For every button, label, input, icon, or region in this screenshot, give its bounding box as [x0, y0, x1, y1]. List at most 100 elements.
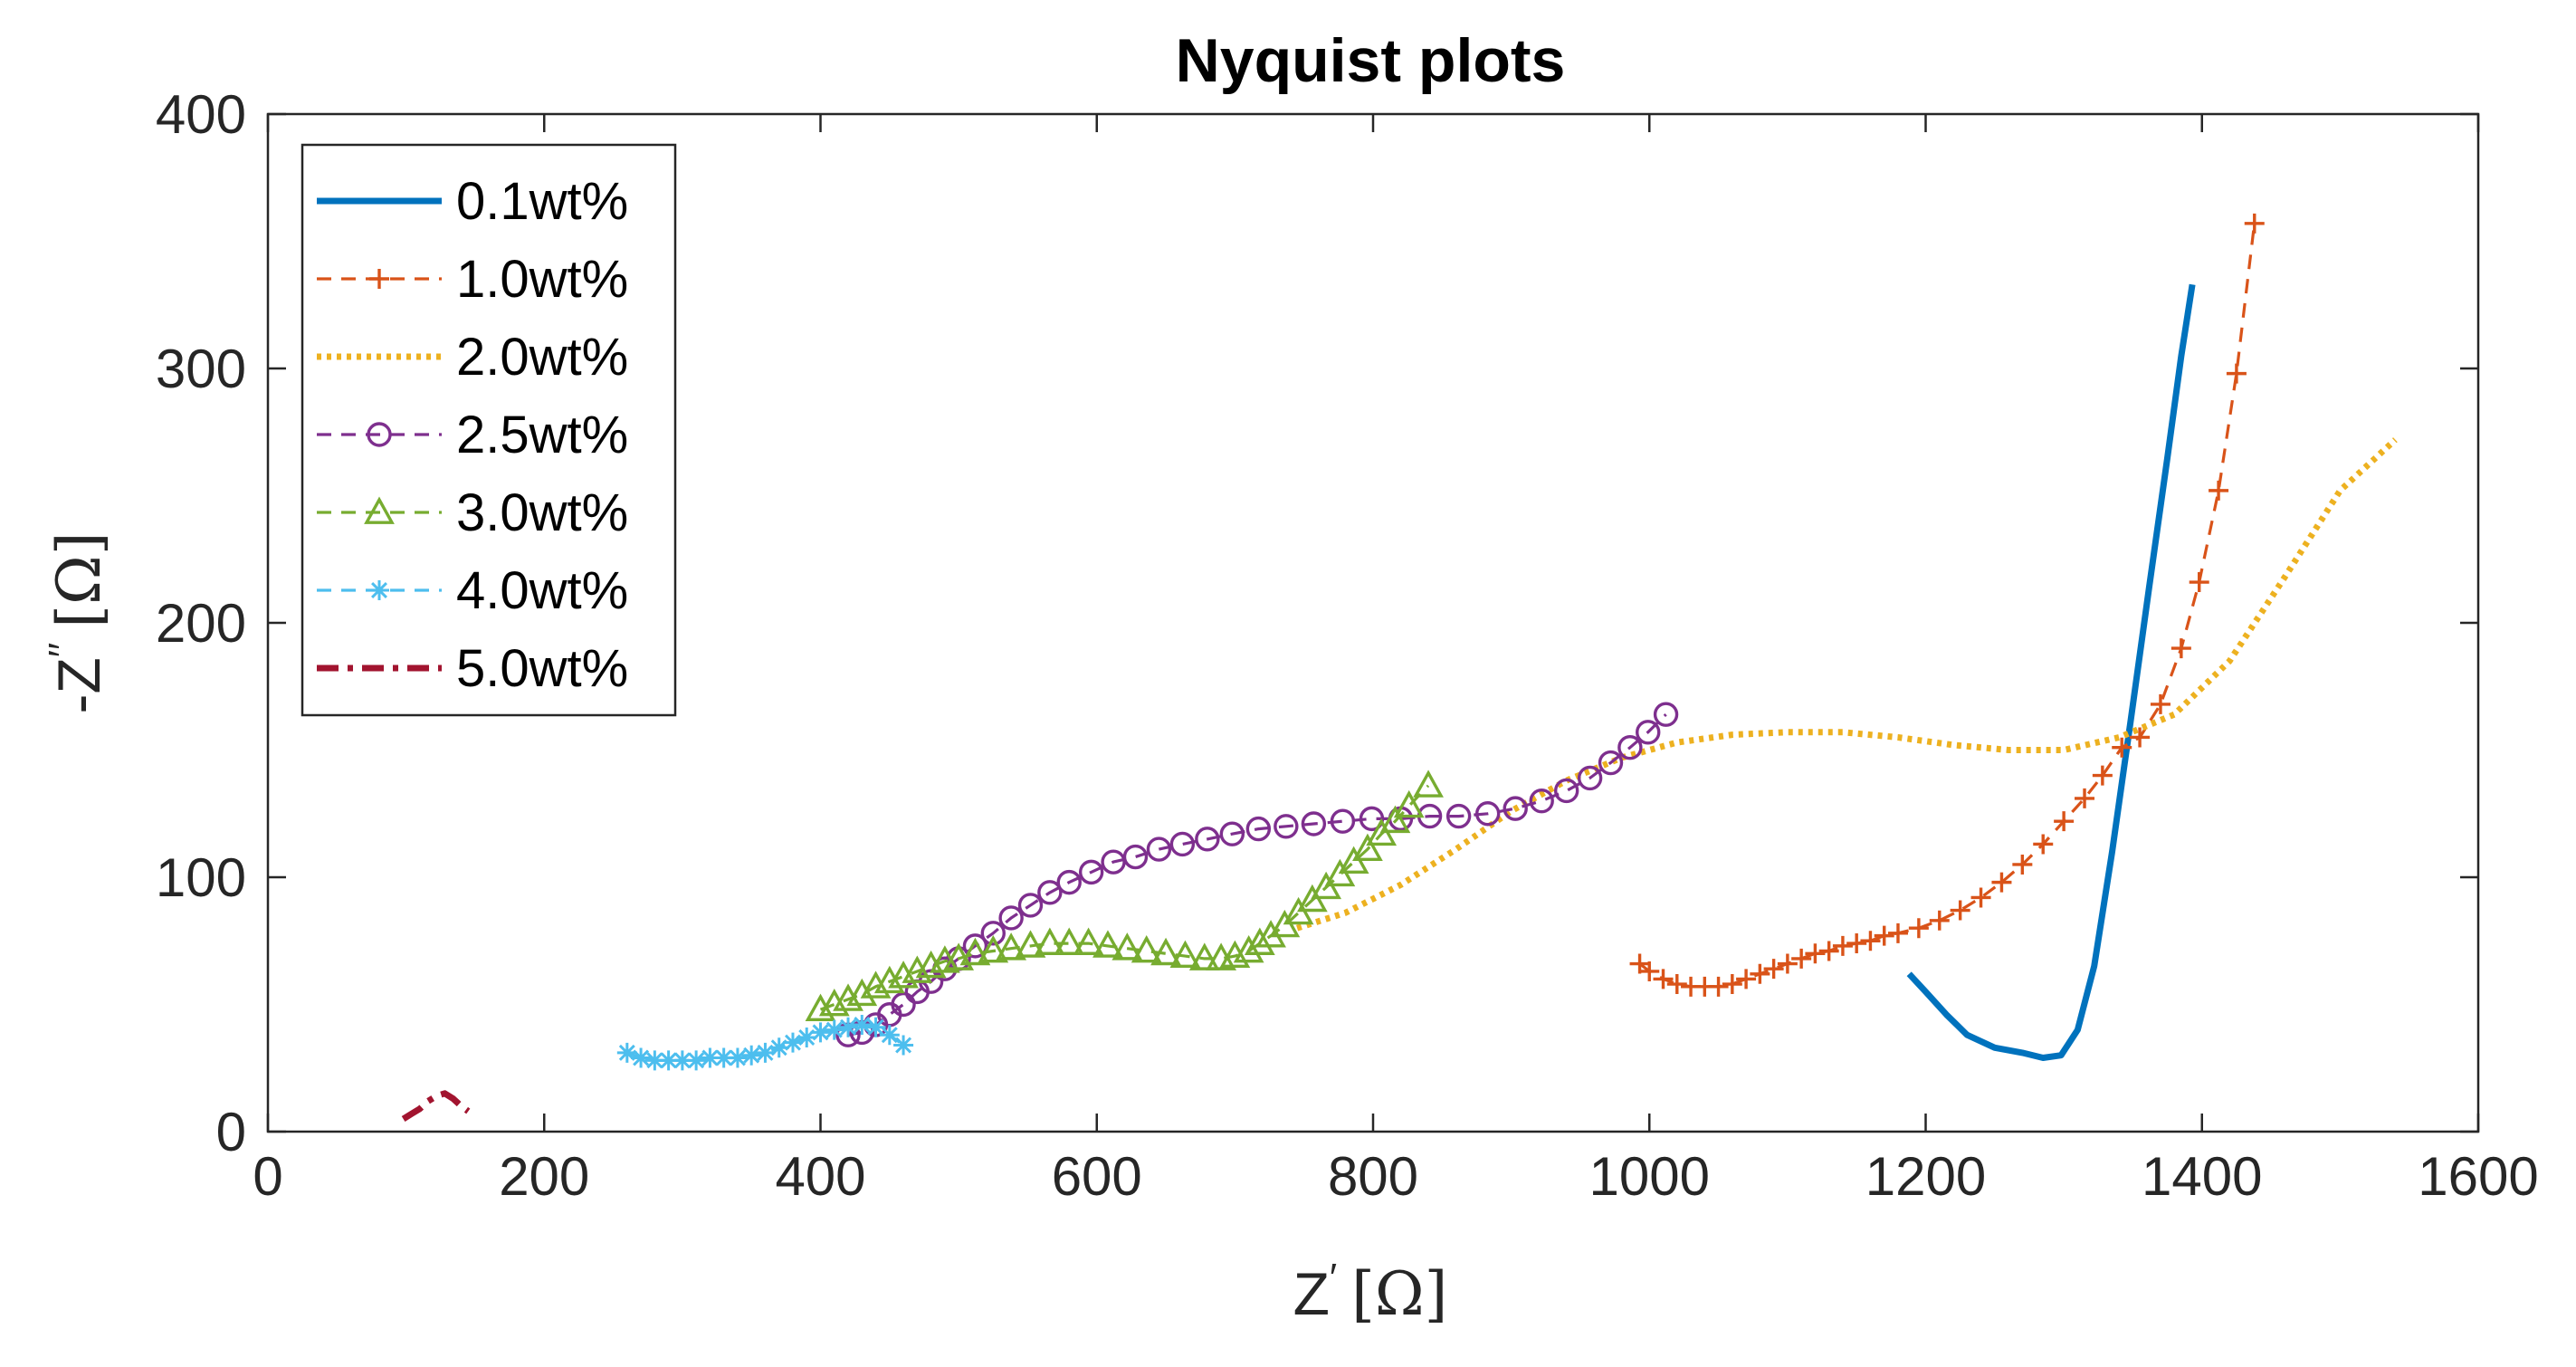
legend-marker	[369, 269, 389, 289]
data-point	[980, 921, 1006, 946]
series-1-0wt	[1629, 213, 2265, 997]
data-point	[1188, 942, 1220, 970]
data-point	[2150, 693, 2171, 714]
x-tick-label: 1000	[1589, 1146, 1710, 1207]
data-point	[1330, 808, 1356, 834]
data-point	[1393, 789, 1425, 818]
data-point	[1245, 816, 1272, 842]
data-point	[1639, 961, 1660, 981]
legend-label: 2.5wt%	[456, 406, 628, 464]
data-point	[1474, 801, 1501, 827]
data-point	[1553, 778, 1579, 804]
data-point	[1722, 974, 1742, 995]
legend-item: 2.5wt%	[317, 406, 628, 464]
y-tick-label: 0	[216, 1102, 246, 1162]
y-tick-label: 300	[156, 339, 246, 399]
data-point	[1929, 910, 1950, 931]
y-axis-ticks: 0 100 200 300 400	[156, 84, 2478, 1162]
series-line	[819, 784, 1430, 1011]
data-point	[2244, 213, 2265, 234]
data-point	[1763, 959, 1784, 980]
legend-label: 4.0wt%	[456, 561, 628, 620]
data-point	[1056, 869, 1082, 895]
chart-title: Nyquist plots	[1176, 26, 1566, 95]
data-point	[893, 1035, 914, 1056]
data-point	[2171, 638, 2191, 659]
data-point	[996, 932, 1027, 961]
data-point	[1017, 893, 1044, 918]
data-point	[1887, 922, 1908, 943]
legend-item: 1.0wt%	[317, 250, 628, 309]
data-point	[1577, 765, 1603, 791]
data-point	[1860, 931, 1881, 951]
data-point	[782, 1032, 803, 1053]
data-point	[846, 978, 878, 1007]
data-point	[1750, 963, 1770, 984]
data-point	[631, 1047, 652, 1068]
data-point	[672, 1050, 692, 1071]
x-tick-label: 800	[1328, 1146, 1418, 1207]
legend-marker	[364, 496, 395, 524]
x-axis-label-prime: ′	[1330, 1256, 1337, 1300]
x-axis-ticks: 0 200 400 600 800 1000 1200 1400 1600	[253, 114, 2539, 1207]
series-layer	[401, 213, 2398, 1122]
legend-item: 0.1wt%	[317, 172, 628, 231]
data-point	[1791, 948, 1812, 969]
y-axis-label-prime: ′′	[41, 643, 85, 658]
x-axis-label-base: Z	[1293, 1260, 1330, 1327]
y-axis-label: -Z′′ [Ω]	[41, 531, 114, 713]
data-point	[962, 933, 988, 959]
data-point	[1274, 814, 1299, 839]
data-point	[700, 1047, 720, 1068]
data-point	[1073, 927, 1104, 955]
y-tick-label: 100	[156, 847, 246, 908]
data-point	[1832, 935, 1853, 956]
x-axis-label: Z′ [Ω]	[1293, 1256, 1448, 1329]
data-point	[644, 1050, 665, 1071]
legend-label: 5.0wt%	[456, 639, 628, 698]
data-point	[1653, 702, 1679, 727]
data-point	[1708, 976, 1729, 997]
x-tick-label: 1400	[2142, 1146, 2262, 1207]
data-point	[879, 1025, 900, 1046]
data-point	[1054, 927, 1085, 955]
data-point	[1150, 937, 1181, 966]
data-point	[616, 1042, 637, 1063]
data-point	[824, 1019, 844, 1040]
data-point	[1805, 943, 1826, 964]
data-point	[1219, 821, 1245, 846]
data-point	[1195, 827, 1220, 852]
data-point	[2075, 788, 2095, 808]
legend-item: 3.0wt%	[317, 483, 628, 542]
data-point	[1122, 844, 1149, 870]
data-point	[1846, 933, 1867, 954]
data-point	[852, 1014, 873, 1035]
data-point	[1379, 805, 1411, 834]
data-point	[1352, 833, 1383, 861]
legend-label: 0.1wt%	[456, 172, 628, 231]
y-tick-label: 400	[156, 84, 246, 145]
data-point	[1908, 918, 1929, 939]
data-point	[1970, 887, 1991, 908]
data-point	[1617, 734, 1643, 760]
data-point	[1169, 940, 1201, 969]
data-point	[1146, 836, 1172, 862]
series-line	[1296, 437, 2398, 932]
data-point	[2112, 737, 2132, 758]
x-axis-label-unit: [Ω]	[1351, 1259, 1447, 1329]
data-point	[2209, 480, 2229, 501]
data-point	[1598, 750, 1624, 776]
data-point	[838, 1017, 859, 1037]
legend-label: 3.0wt%	[456, 483, 628, 542]
series-0-1wt	[1906, 283, 2196, 1061]
data-point	[2130, 727, 2151, 748]
data-point	[1666, 974, 1687, 995]
data-point	[865, 1017, 886, 1037]
data-point	[797, 1028, 817, 1048]
legend: 0.1wt% 1.0wt% 2.0wt% 2.5wt% 3.0wt% 4.0wt% 5.0w…	[301, 143, 677, 717]
data-point	[1991, 872, 2012, 893]
data-point	[1131, 934, 1162, 963]
data-point	[768, 1037, 789, 1058]
data-point	[1244, 927, 1275, 955]
y-tick-label: 200	[156, 593, 246, 654]
